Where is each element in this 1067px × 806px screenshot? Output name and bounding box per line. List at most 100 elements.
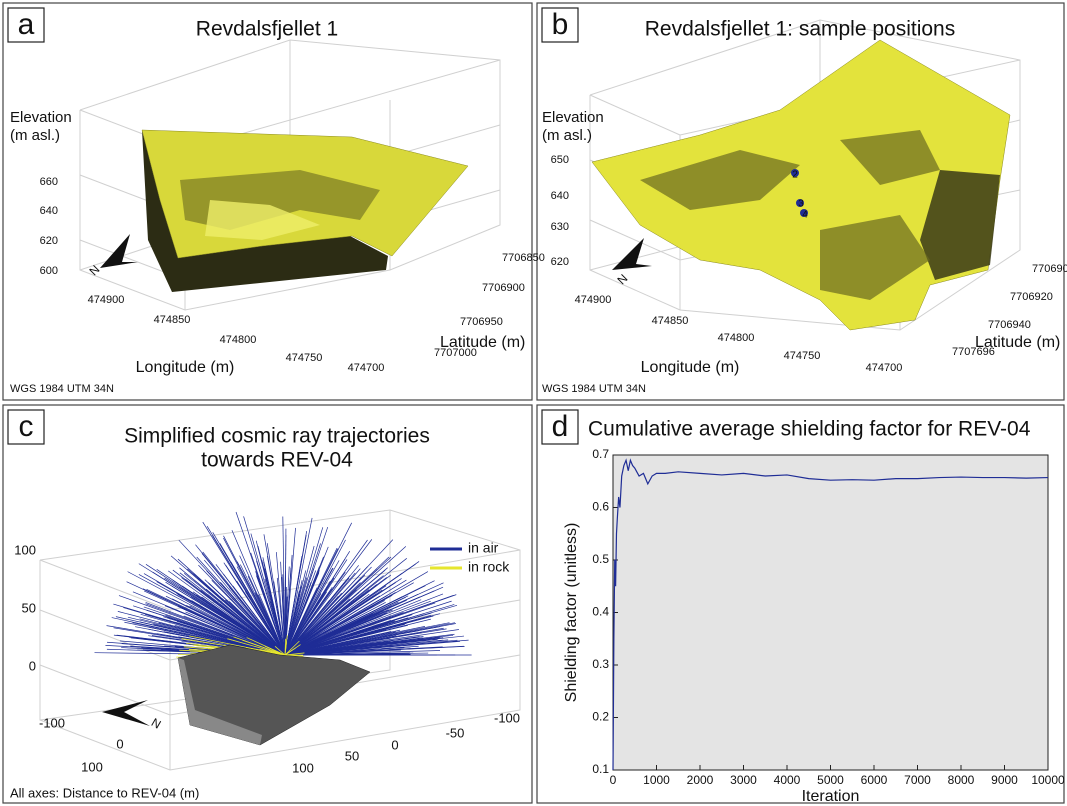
z-tick-label: 620 <box>40 235 58 247</box>
panel-label-box <box>7 7 45 43</box>
panel-label-box <box>7 409 45 445</box>
x-tick-label: 6000 <box>861 773 888 787</box>
z-tick-label: 630 <box>551 221 569 233</box>
ray <box>284 642 287 656</box>
x-tick-label: 0 <box>116 736 123 751</box>
ray <box>231 530 286 656</box>
ray <box>284 599 330 656</box>
ray <box>165 595 286 656</box>
z-tick-label: 100 <box>14 542 36 557</box>
y-tick-label: -50 <box>446 725 465 740</box>
ray <box>178 539 286 656</box>
x-tick-label: 5000 <box>817 773 844 787</box>
z-tick-label: 50 <box>22 600 36 615</box>
ray <box>284 624 409 656</box>
ray <box>166 589 286 656</box>
ray <box>284 599 355 656</box>
z-tick-label: 660 <box>40 176 58 188</box>
panel-c-scene <box>39 509 521 771</box>
ray <box>284 567 334 656</box>
ray <box>284 631 396 656</box>
ray <box>117 611 286 656</box>
panel-b-scene <box>589 19 1021 331</box>
x-tick-label: 3000 <box>730 773 757 787</box>
y-tick-label: 7706900 <box>482 282 525 294</box>
ray <box>242 639 286 656</box>
z-axis-label: Elevation <box>542 109 604 126</box>
ray <box>284 574 392 656</box>
y-tick-label: -100 <box>494 710 520 725</box>
data-line <box>612 458 1049 771</box>
ray <box>284 595 381 656</box>
legend-label: in rock <box>468 559 510 575</box>
ray <box>284 652 414 656</box>
y-axis-label: Shielding factor (unitless) <box>563 523 580 703</box>
ray <box>284 617 409 656</box>
ray <box>168 570 286 656</box>
y-tick-label: 0.2 <box>592 710 609 724</box>
ray <box>263 534 286 656</box>
panel-frame <box>536 404 1065 804</box>
ray <box>284 556 324 656</box>
x-tick-label: 474850 <box>652 315 689 327</box>
x-axis-label: Iteration <box>802 788 860 805</box>
ray <box>138 563 286 656</box>
ray <box>146 589 286 656</box>
panel-label-box <box>541 409 579 445</box>
ray <box>284 600 385 656</box>
x-axis-label: Longitude (m) <box>136 359 235 376</box>
x-tick-label: 100 <box>81 759 103 774</box>
ray <box>284 645 419 656</box>
ray <box>284 587 318 656</box>
north-arrow <box>102 700 150 726</box>
ray <box>257 545 286 656</box>
panel-frame <box>2 404 533 804</box>
y-tick-label: 50 <box>345 748 359 763</box>
y-tick-label: 0.6 <box>592 500 609 514</box>
ray <box>146 609 286 656</box>
north-label: N <box>149 715 164 731</box>
ray <box>284 526 329 656</box>
y-tick-label: 0 <box>391 737 398 752</box>
panel-title: Simplified cosmic ray trajectories <box>124 425 430 448</box>
panel-title: Revdalsfjellet 1: sample positions <box>645 18 956 41</box>
panel-label: a <box>18 8 35 41</box>
y-tick-label: 7707000 <box>434 347 477 359</box>
x-tick-label: 474700 <box>866 362 903 374</box>
ray <box>284 609 393 656</box>
crs-note: WGS 1984 UTM 34N <box>10 383 114 395</box>
ray <box>284 534 287 656</box>
ray <box>284 629 459 656</box>
y-axis-label: Latitude (m) <box>975 334 1060 351</box>
crs-note: WGS 1984 UTM 34N <box>542 383 646 395</box>
ray <box>246 637 286 656</box>
sample-label: 4 <box>802 210 808 221</box>
x-tick-label: 474900 <box>575 294 612 306</box>
x-tick-label: 2000 <box>687 773 714 787</box>
ray <box>276 552 286 656</box>
ray <box>282 516 286 656</box>
ray <box>181 585 286 656</box>
x-tick-label: 474900 <box>88 294 125 306</box>
ray <box>127 616 286 656</box>
ray <box>284 539 346 656</box>
y-tick-label: 0.4 <box>592 605 609 619</box>
x-tick-label: 7000 <box>904 773 931 787</box>
y-tick-label: 7706940 <box>988 319 1031 331</box>
panel-a-scene <box>79 39 501 311</box>
ray <box>284 580 303 656</box>
y-tick-label: 7706850 <box>502 252 545 264</box>
x-tick-label: 4000 <box>774 773 801 787</box>
x-tick-label: 474800 <box>220 334 257 346</box>
y-tick-label: 0.3 <box>592 657 609 671</box>
x-tick-label: 474750 <box>784 350 821 362</box>
ray <box>127 571 286 656</box>
ray <box>284 640 300 656</box>
ray <box>230 561 286 656</box>
axes-note: All axes: Distance to REV-04 (m) <box>10 785 199 800</box>
ray <box>284 527 324 656</box>
z-tick-label: 640 <box>551 190 569 202</box>
x-tick-label: -100 <box>39 715 65 730</box>
ray <box>284 572 403 656</box>
